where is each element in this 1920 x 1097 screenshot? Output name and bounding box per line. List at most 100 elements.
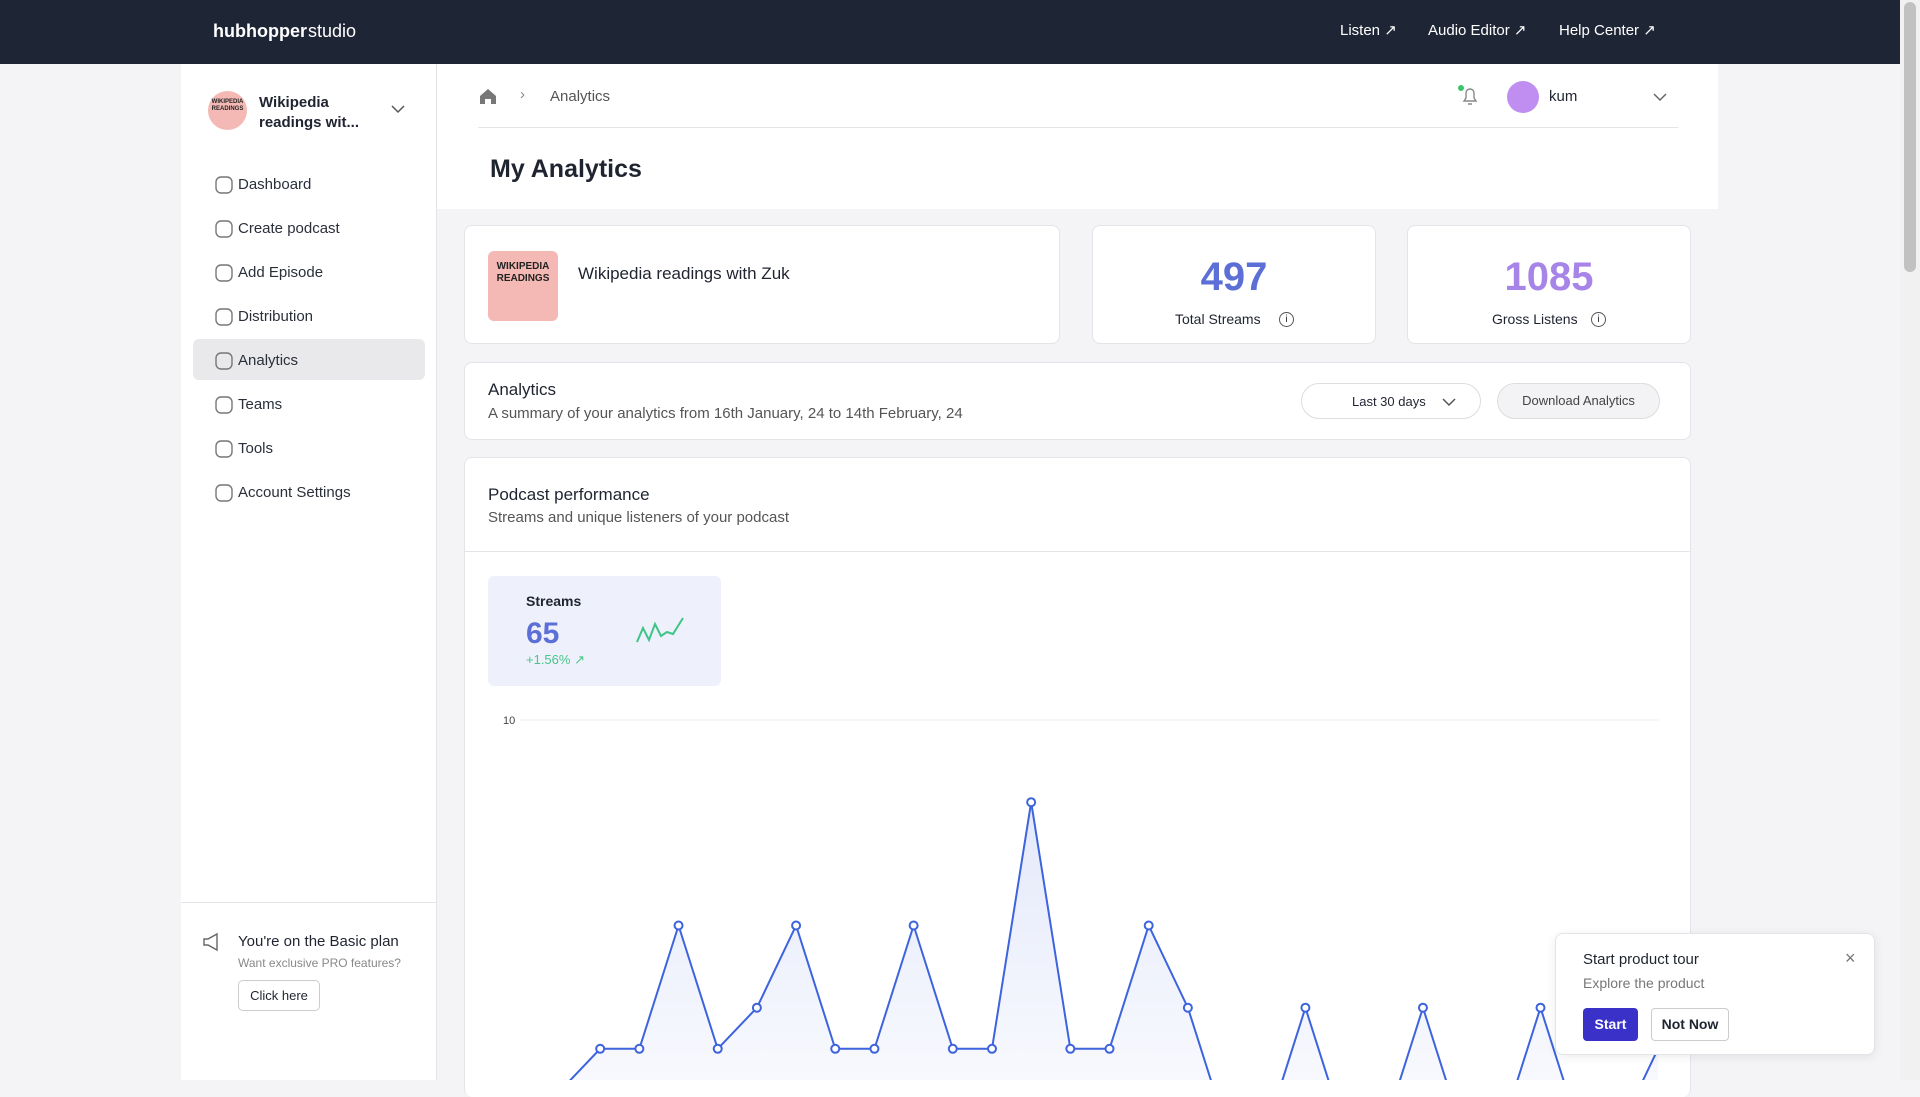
- megaphone-icon: [203, 932, 218, 952]
- podcast-thumb: WIKIPEDIA READINGS: [488, 251, 558, 321]
- divider: [465, 551, 1690, 552]
- link[interactable]: Audio Editor ↗: [1428, 22, 1527, 39]
- chart: 10: [503, 715, 1664, 1080]
- stat-label: Total Streams: [1175, 311, 1261, 327]
- start-button[interactable]: Start: [1583, 1008, 1638, 1041]
- divider: [181, 902, 437, 903]
- tour-toast: Start product tour Explore the product ×…: [1555, 933, 1875, 1055]
- stat-card: 1085 Gross Listens i: [1407, 225, 1691, 344]
- stat-value: 497: [1200, 255, 1268, 299]
- nav-item[interactable]: Dashboard: [238, 176, 312, 193]
- analytics-card: Analytics A summary of your analytics fr…: [464, 362, 1691, 440]
- point: [869, 1043, 880, 1054]
- y-tick-label: 10: [503, 715, 515, 727]
- stat-value: 1085: [1504, 255, 1594, 299]
- plan-button[interactable]: Click here: [238, 980, 320, 1011]
- podcast-avatar: WIKIPEDIA READINGS: [208, 91, 247, 130]
- breadcrumb: Analytics: [550, 88, 611, 105]
- nav-icon: [215, 484, 233, 502]
- sidebar: WIKIPEDIA READINGS Wikipedia readings wi…: [181, 64, 437, 1080]
- topbar: hubhopper studio Listen ↗ Audio Editor ↗…: [0, 0, 1900, 64]
- range-dropdown[interactable]: Last 30 days: [1301, 383, 1481, 419]
- dismiss-button[interactable]: Not Now: [1651, 1008, 1729, 1041]
- point: [1182, 1002, 1193, 1013]
- point: [712, 1043, 723, 1054]
- nav-icon: [215, 396, 233, 414]
- bell-icon[interactable]: [1457, 84, 1481, 108]
- nav-item[interactable]: Create podcast: [238, 220, 340, 237]
- line: [569, 802, 1659, 1080]
- point: [830, 1043, 841, 1054]
- scroll-thumb[interactable]: [1904, 2, 1916, 272]
- section-subtitle: Streams and unique listeners of your pod…: [488, 509, 790, 526]
- point: [634, 1043, 645, 1054]
- area: [570, 802, 1659, 1080]
- point: [673, 920, 684, 931]
- toast-subtitle: Explore the product: [1583, 975, 1705, 991]
- point: [1065, 1043, 1076, 1054]
- header: › Analytics kum My Analytics: [437, 64, 1718, 209]
- nav-icon: [215, 308, 233, 326]
- divider: [478, 127, 1678, 128]
- nav-item[interactable]: Analytics: [238, 352, 299, 369]
- point: [1104, 1043, 1115, 1054]
- point: [1143, 920, 1154, 931]
- user-avatar[interactable]: [1507, 81, 1539, 113]
- nav-item[interactable]: Add Episode: [238, 264, 324, 281]
- section-title: Podcast performance: [488, 485, 650, 504]
- metric-change: +1.56% ↗: [526, 652, 585, 667]
- info-icon[interactable]: i: [1591, 312, 1606, 327]
- nav-item[interactable]: Account Settings: [238, 484, 351, 501]
- nav-icon: [215, 352, 233, 370]
- point: [908, 920, 919, 931]
- nav-icon: [215, 440, 233, 458]
- close-button[interactable]: ×: [1845, 948, 1856, 968]
- nav-icon: [215, 220, 233, 238]
- point: [986, 1043, 997, 1054]
- logo-suffix: studio: [308, 21, 357, 41]
- nav-item[interactable]: Teams: [238, 396, 283, 413]
- nav-item[interactable]: Distribution: [238, 308, 314, 325]
- chevron[interactable]: [1653, 92, 1667, 102]
- info-icon[interactable]: i: [1279, 312, 1294, 327]
- user-name[interactable]: kum: [1549, 88, 1578, 105]
- point: [595, 1043, 606, 1054]
- chevron[interactable]: [391, 104, 405, 114]
- breadcrumb-sep: ›: [520, 86, 525, 103]
- podcast-title: Wikipedia readings with Zuk: [578, 264, 790, 283]
- section-summary: A summary of your analytics from 16th Ja…: [488, 405, 963, 422]
- metric-value: 65: [526, 617, 560, 650]
- point: [1300, 1002, 1311, 1013]
- point: [1026, 797, 1037, 808]
- point: [1535, 1002, 1546, 1013]
- sparkline: [636, 617, 684, 643]
- toast-title: Start product tour: [1583, 951, 1699, 968]
- download-button[interactable]: Download Analytics: [1497, 383, 1660, 419]
- performance-card: Podcast performance Streams and unique l…: [464, 457, 1691, 1097]
- home-icon[interactable]: [479, 87, 497, 105]
- page-title: My Analytics: [490, 155, 642, 183]
- nav-item[interactable]: Tools: [238, 440, 274, 457]
- nav-icon: [215, 176, 233, 194]
- nav-icon: [215, 264, 233, 282]
- point: [1417, 1002, 1428, 1013]
- scrollbar[interactable]: [1900, 0, 1920, 1080]
- metric-tile[interactable]: Streams 65 +1.56% ↗: [488, 576, 721, 686]
- point: [791, 920, 802, 931]
- link[interactable]: Listen ↗: [1340, 22, 1397, 39]
- point: [751, 1002, 762, 1013]
- podcast-name[interactable]: Wikipedia readings wit...: [259, 94, 360, 131]
- range-label: Last 30 days: [1352, 394, 1426, 409]
- logo[interactable]: hubhopper: [213, 21, 307, 41]
- point: [947, 1043, 958, 1054]
- podcast-card: WIKIPEDIA READINGS Wikipedia readings wi…: [464, 225, 1060, 344]
- metric-label: Streams: [526, 593, 582, 609]
- stat-card: 497 Total Streams i: [1092, 225, 1376, 344]
- chevron: [1442, 398, 1456, 407]
- section-title: Analytics: [488, 380, 557, 399]
- stat-label: Gross Listens: [1492, 311, 1578, 327]
- link[interactable]: Help Center ↗: [1559, 22, 1656, 39]
- plan-title: You're on the Basic plan: [238, 933, 399, 950]
- plan-subtitle: Want exclusive PRO features?: [238, 956, 401, 970]
